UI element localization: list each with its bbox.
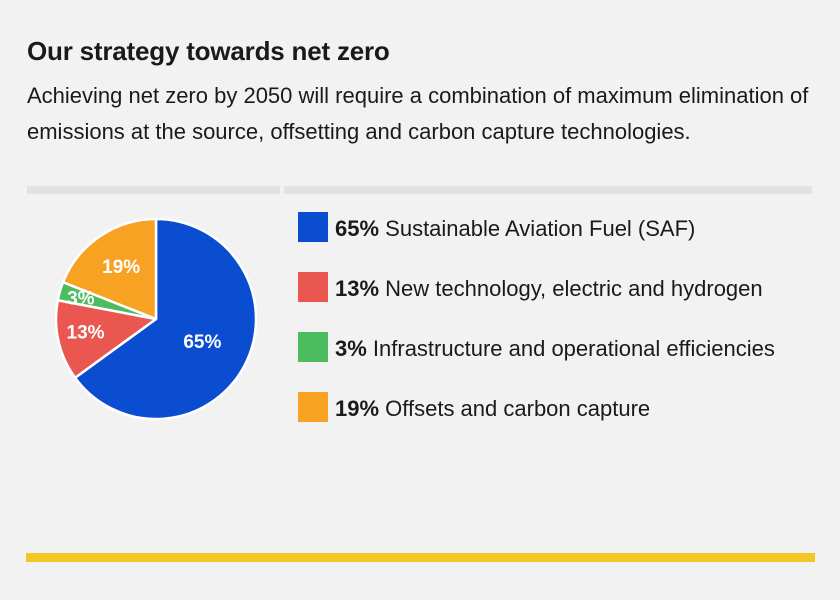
legend-item: 19% Offsets and carbon capture <box>298 390 818 427</box>
pie-slice-label: 13% <box>67 322 105 343</box>
pie-chart: 65% 13% 3% 19% <box>53 216 259 422</box>
pie-slice <box>61 217 158 321</box>
chart-legend: 65% Sustainable Aviation Fuel (SAF) 13% N… <box>298 210 818 450</box>
pie-slice-label: 3% <box>67 288 95 309</box>
legend-percent: 65% <box>335 216 380 241</box>
divider-left <box>27 186 280 194</box>
pie-slice <box>54 299 158 380</box>
legend-swatch <box>298 332 328 362</box>
legend-swatch <box>298 392 328 422</box>
legend-item: 3% Infrastructure and operational effici… <box>298 330 818 367</box>
legend-percent: 3% <box>335 336 367 361</box>
legend-label: Infrastructure and operational efficienc… <box>366 336 775 361</box>
legend-item: 13% New technology, electric and hydroge… <box>298 270 818 307</box>
pie-slice-label: 65% <box>183 332 221 353</box>
legend-label: Offsets and carbon capture <box>379 396 651 421</box>
pie-slice-label: 19% <box>102 257 140 278</box>
legend-item: 65% Sustainable Aviation Fuel (SAF) <box>298 210 818 247</box>
pie-chart-svg: 65% 13% 3% 19% <box>54 217 258 421</box>
page-title: Our strategy towards net zero <box>27 36 390 66</box>
legend-percent: 13% <box>335 276 380 301</box>
legend-swatch <box>298 212 328 242</box>
legend-swatch <box>298 272 328 302</box>
pie-slice <box>73 217 258 421</box>
accent-bar <box>26 553 815 562</box>
divider-right <box>284 186 812 194</box>
legend-label: Sustainable Aviation Fuel (SAF) <box>379 216 696 241</box>
legend-percent: 19% <box>335 396 380 421</box>
legend-label: New technology, electric and hydrogen <box>379 276 763 301</box>
page-subtitle: Achieving net zero by 2050 will require … <box>27 83 809 144</box>
